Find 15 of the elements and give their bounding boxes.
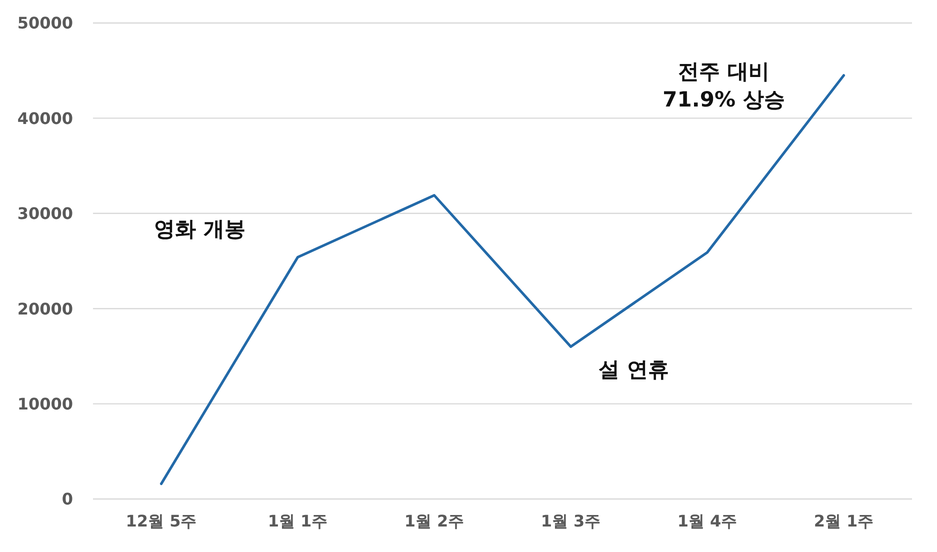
x-tick-label: 12월 5주 [126,511,197,530]
x-tick-label: 2월 1주 [814,511,874,530]
y-tick-label: 0 [62,490,73,509]
x-tick-label: 1월 2주 [404,511,464,530]
y-tick-label: 10000 [17,394,73,414]
x-tick-label: 1월 3주 [540,511,601,530]
x-tick-label: 1월 4주 [677,511,738,530]
y-tick-label: 40000 [17,108,73,128]
annotation: 설 연휴 [598,358,669,382]
y-tick-label: 20000 [17,299,73,318]
y-tick-label: 30000 [17,204,73,224]
y-tick-label: 50000 [17,14,73,33]
annotation: 영화 개봉 [154,217,246,242]
x-tick-label: 1월 1주 [268,511,328,530]
annotation: 전주 대비 71.9% 상승 [662,59,785,112]
